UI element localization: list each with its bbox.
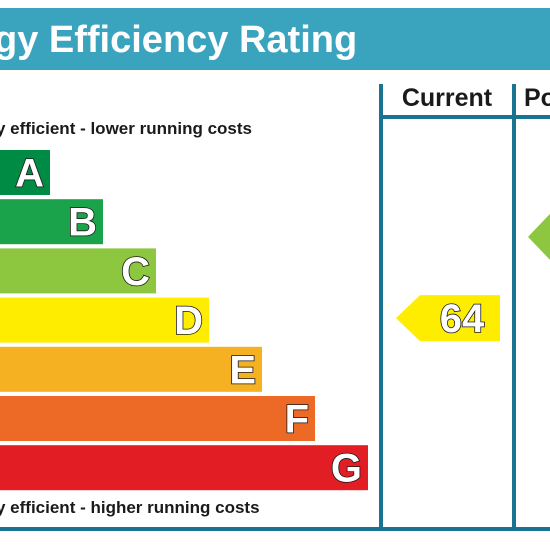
- band-c-label: C: [121, 250, 150, 294]
- inefficient-note: y efficient - higher running costs: [0, 498, 260, 517]
- band-a-bar: [0, 150, 50, 195]
- current-rating-arrow: [396, 295, 500, 342]
- band-e-label: E: [229, 348, 256, 392]
- band-e-bar: [0, 346, 262, 392]
- chart-title: gy Efficiency Rating: [0, 19, 357, 61]
- current-column-header: Current: [402, 84, 493, 112]
- potential-rating-arrow: [528, 213, 550, 260]
- rating-bands: A B C D E F G: [0, 150, 368, 492]
- potential-column-header: Po: [524, 84, 550, 112]
- band-f-bar: [0, 396, 315, 441]
- band-b-label: B: [68, 201, 97, 245]
- band-g-label: G: [331, 447, 362, 491]
- current-rating-value: 64: [440, 297, 485, 341]
- band-c-bar: [0, 248, 156, 294]
- band-a-label: A: [15, 152, 44, 196]
- band-f-label: F: [285, 398, 309, 442]
- band-d-bar: [0, 297, 209, 343]
- band-b-bar: [0, 199, 103, 245]
- band-d-label: D: [174, 299, 203, 343]
- band-g-bar: [0, 445, 368, 491]
- efficient-note: y efficient - lower running costs: [0, 119, 252, 138]
- title-banner: [0, 8, 550, 70]
